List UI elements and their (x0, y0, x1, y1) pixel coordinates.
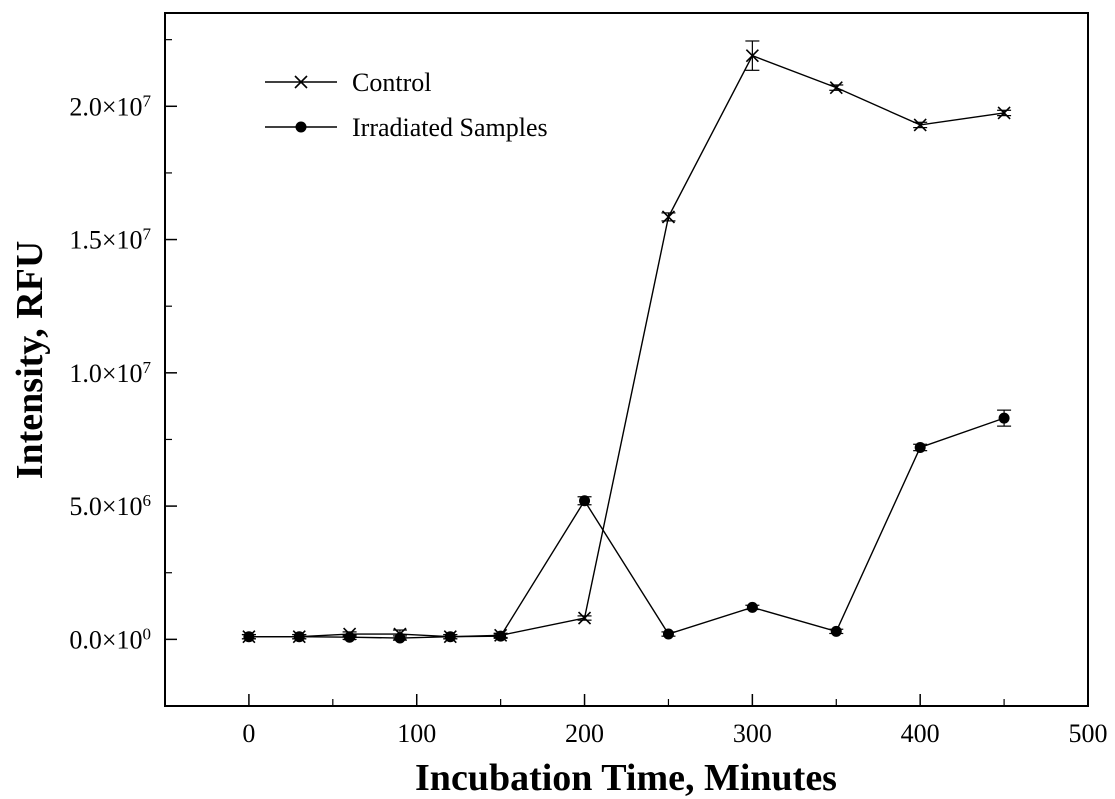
data-point (577, 611, 592, 625)
data-point (344, 631, 356, 643)
data-point (394, 632, 406, 644)
data-point (746, 601, 758, 613)
data-point (495, 630, 507, 642)
x-tick-label: 400 (901, 719, 940, 748)
y-tick-label: 0.0×100 (69, 624, 151, 655)
series-layer (241, 40, 1012, 644)
data-point (662, 628, 674, 640)
y-tick-label: 1.5×107 (69, 224, 151, 255)
x-tick-label: 0 (242, 719, 255, 748)
data-point (444, 631, 456, 643)
y-axis-label: Intensity, RFU (9, 241, 51, 480)
data-point (745, 49, 759, 63)
data-point (661, 210, 676, 224)
series-line (248, 417, 1005, 639)
legend-item: Irradiated Samples (265, 113, 548, 142)
legend-label: Control (352, 68, 431, 97)
data-point (913, 118, 927, 132)
y-tick-label: 1.0×107 (69, 357, 151, 388)
data-point (829, 81, 843, 95)
data-point (293, 631, 305, 643)
legend: Control Irradiated Samples (265, 68, 548, 142)
legend-label: Irradiated Samples (352, 113, 548, 142)
legend-marker (295, 121, 307, 133)
plot-frame (164, 12, 1089, 707)
data-point (914, 441, 926, 453)
legend-marker (294, 75, 308, 89)
data-point (579, 495, 591, 507)
y-tick-label: 5.0×106 (69, 491, 151, 522)
x-tick-label: 200 (565, 719, 604, 748)
x-tick-label: 500 (1069, 719, 1108, 748)
data-point (997, 106, 1011, 120)
data-point (998, 412, 1010, 424)
data-point (830, 625, 842, 637)
legend-item: Control (265, 68, 431, 97)
axes: 0 100 200 300 400 500 0.0×100 5.0×106 1.0×107 1.5… (69, 12, 1108, 748)
series-line (248, 54, 1005, 638)
x-axis-label: Incubation Time, Minutes (415, 757, 837, 799)
x-tick-label: 300 (733, 719, 772, 748)
y-tick-label: 2.0×107 (69, 91, 151, 122)
x-tick-label: 100 (397, 719, 436, 748)
series-irradiated-samples (241, 409, 1012, 644)
data-point (243, 631, 255, 643)
